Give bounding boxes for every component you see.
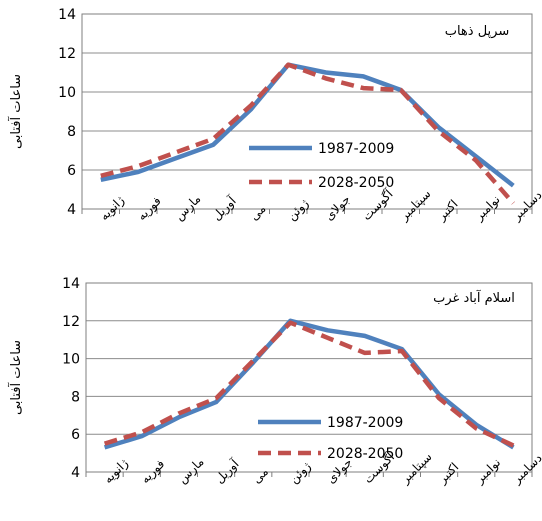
plot-area xyxy=(81,13,533,210)
y-tick-label: 6 xyxy=(71,427,80,443)
x-tick-label: می xyxy=(249,465,271,487)
x-tick-label: می xyxy=(247,202,269,224)
y-axis-label: ساعات آفتابی xyxy=(7,340,24,415)
plot-area xyxy=(85,282,533,473)
x-tick-label: مارس xyxy=(172,192,204,224)
series-line-1987-2009 xyxy=(100,62,515,188)
y-tick-label: 12 xyxy=(62,314,80,330)
x-tick-label: ژوئن xyxy=(287,459,315,487)
x-tick-label: آگوست xyxy=(359,186,397,224)
y-tick-label: 10 xyxy=(58,85,76,101)
legend-label: 1987-2009 xyxy=(327,415,403,431)
x-tick-label: نوامبر xyxy=(471,192,503,224)
legend: 1987-2009 2028-2050 xyxy=(249,141,394,191)
series-line-2028-2050 xyxy=(100,62,515,205)
y-tick-label: 8 xyxy=(71,389,80,405)
y-tick-label: 10 xyxy=(62,352,80,368)
y-tick-label: 6 xyxy=(67,163,76,179)
x-tick-label: آوریل xyxy=(212,456,243,487)
y-tick-label: 12 xyxy=(58,46,76,62)
x-tick-label: آوریل xyxy=(209,193,240,224)
series-line-1987-2009 xyxy=(103,318,515,450)
chart-title: سرپل ذهاب xyxy=(445,24,510,39)
y-tick-label: 14 xyxy=(62,276,80,292)
x-tick-label: سپتامبر xyxy=(396,187,434,225)
y-tick-label: 4 xyxy=(67,202,76,218)
chart-title: اسلام آباد غرب xyxy=(433,289,515,306)
x-tick-label: جولای xyxy=(322,192,354,224)
x-tick-label: دسامبر xyxy=(509,188,542,225)
legend-label: 1987-2009 xyxy=(318,141,394,157)
legend-label: 2028-2050 xyxy=(318,175,394,191)
legend: 1987-2009 2028-2050 xyxy=(258,415,403,462)
y-tick-label: 4 xyxy=(71,465,80,481)
legend-label: 2028-2050 xyxy=(327,446,403,462)
x-tick-label: ژانویه xyxy=(97,193,128,224)
series-line-2028-2050 xyxy=(103,320,515,448)
x-tick-label: دسامبر xyxy=(509,451,542,488)
y-axis-label: ساعات آفتابی xyxy=(7,74,24,149)
x-tick-label: ژوئن xyxy=(284,196,312,224)
x-tick-label: مارس xyxy=(175,455,207,487)
y-tick-label: 8 xyxy=(67,124,76,140)
x-tick-label: ژانویه xyxy=(101,456,132,487)
x-tick-label: نوامبر xyxy=(472,455,504,487)
y-tick-label: 14 xyxy=(58,7,76,23)
